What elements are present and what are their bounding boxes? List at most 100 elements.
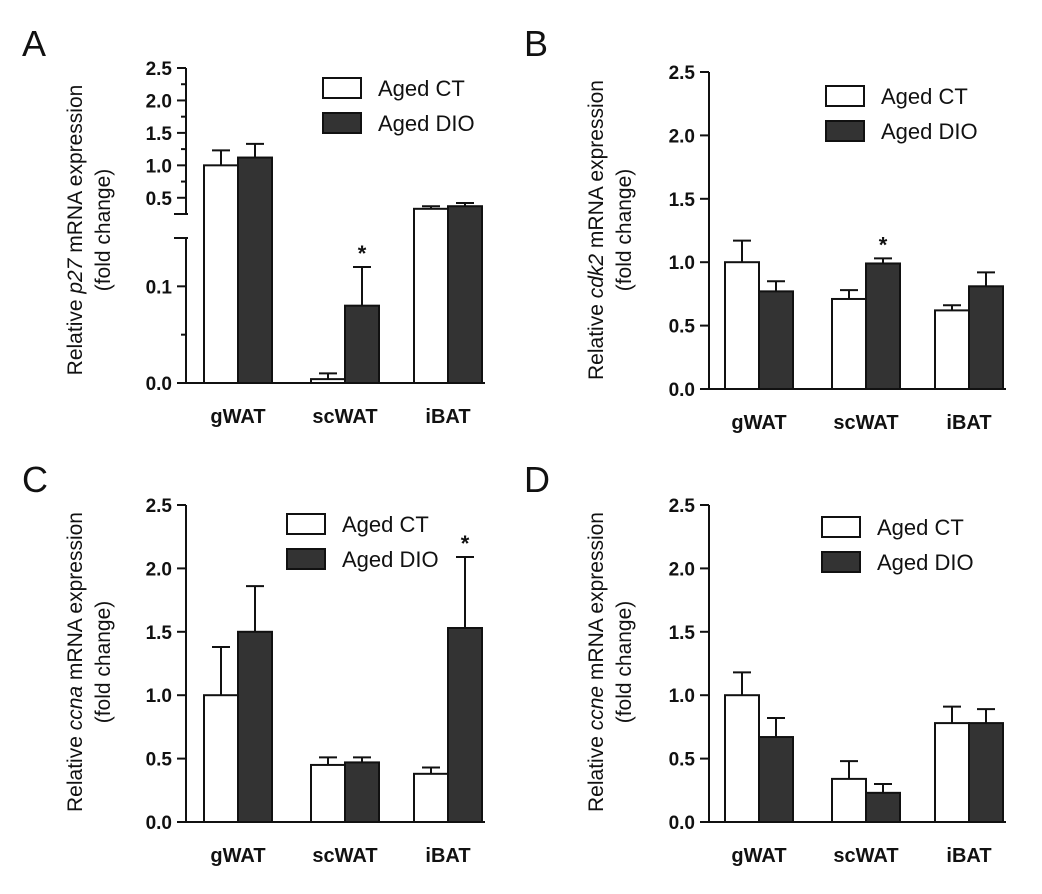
panel-C: C Relative ccna mRNA expression (fold chan…: [22, 459, 485, 867]
y-tick-label: 1.5: [146, 124, 173, 145]
bar-aged-dio-scwat: [865, 791, 901, 823]
legend-swatch-aged-ct: [286, 513, 326, 535]
y-tick-label: 2.0: [146, 559, 172, 580]
bar-aged-dio-gwat: [758, 290, 794, 391]
legend-label: Aged CT: [378, 76, 465, 101]
x-tick-label: scWAT: [312, 406, 377, 428]
legend-label: Aged DIO: [342, 547, 439, 572]
y-tick-label: 1.5: [669, 190, 696, 211]
legend-swatch-aged-dio: [821, 551, 861, 573]
bar-aged-ct-ibat: [934, 722, 970, 824]
y-axis-label-part: ccna: [64, 686, 87, 730]
bar-aged-ct-gwat: [203, 694, 239, 824]
bar-aged-dio-gwat: [758, 736, 794, 824]
legend-swatch-aged-ct: [825, 85, 865, 107]
bar-aged-ct-ibat: [934, 309, 970, 390]
y-tick-label: 2.0: [146, 91, 172, 112]
y-axis-label-part: ccne: [585, 686, 608, 730]
y-axis-label: Relative p27 mRNA expression: [64, 85, 87, 376]
legend-swatch-aged-ct: [821, 516, 861, 538]
x-tick-label: gWAT: [731, 412, 786, 434]
y-axis-label-line2: (fold change): [92, 169, 115, 292]
y-tick-label: 0.0: [146, 374, 172, 395]
bar-aged-dio-ibat: [968, 285, 1004, 390]
panel-D: D Relative ccne mRNA expression (fold chan…: [524, 459, 1006, 867]
x-tick-label: scWAT: [833, 845, 898, 867]
x-tick-label: iBAT: [946, 845, 991, 867]
bar-aged-ct-scwat: [831, 777, 867, 823]
panel-B: B Relative cdk2 mRNA expression (fold chan…: [524, 23, 1006, 434]
bar-aged-ct-ibat: [413, 772, 449, 823]
panel-letter-D: D: [524, 459, 550, 500]
legend-label: Aged CT: [881, 84, 968, 109]
y-tick-label: 0.0: [669, 380, 695, 401]
x-tick-label: iBAT: [425, 845, 470, 867]
panel-letter-B: B: [524, 23, 548, 64]
significance-star: *: [461, 531, 470, 556]
x-tick-label: scWAT: [312, 845, 377, 867]
bar-aged-ct-ibat: [413, 207, 449, 384]
legend-swatch-aged-dio: [825, 120, 865, 142]
y-axis-label-line2: (fold change): [613, 169, 636, 292]
panel-A: A Relative p27 mRNA expression (fold chang…: [22, 23, 485, 428]
y-axis-label-part: mRNA expression: [585, 80, 608, 254]
y-axis-label: Relative ccne mRNA expression: [585, 512, 608, 812]
panel-letter-C: C: [22, 459, 48, 500]
y-axis-label-part: cdk2: [585, 254, 608, 299]
y-axis-label-part: Relative: [64, 294, 87, 376]
y-axis-label: Relative cdk2 mRNA expression: [585, 80, 608, 380]
y-tick-label: 1.0: [146, 156, 172, 177]
bar-aged-dio-ibat: [447, 626, 483, 823]
x-tick-label: iBAT: [946, 412, 991, 434]
panel-letter-A: A: [22, 23, 46, 64]
significance-star: *: [879, 232, 888, 257]
x-tick-label: gWAT: [210, 845, 265, 867]
bar-aged-ct-gwat: [724, 694, 760, 824]
legend-swatch-aged-ct: [322, 77, 362, 99]
bar-aged-dio-scwat: [344, 761, 380, 823]
y-tick-label: 0.0: [146, 813, 172, 834]
bar-aged-dio-gwat: [237, 630, 273, 823]
y-tick-label: 1.5: [146, 623, 173, 644]
bar-aged-dio-ibat: [447, 205, 483, 384]
legend-label: Aged DIO: [881, 119, 978, 144]
y-axis-label-part: Relative: [585, 298, 608, 380]
bar-aged-dio-ibat: [968, 722, 1004, 824]
y-tick-label: 1.5: [669, 623, 696, 644]
y-tick-label: 2.5: [146, 59, 173, 80]
y-tick-label: 0.5: [669, 317, 696, 338]
significance-star: *: [358, 241, 367, 266]
bar-aged-dio-scwat: [865, 262, 901, 390]
y-axis-label-part: mRNA expression: [585, 512, 608, 686]
x-tick-label: gWAT: [731, 845, 786, 867]
y-tick-label: 1.0: [146, 686, 172, 707]
legend-label: Aged DIO: [877, 550, 974, 575]
x-tick-label: scWAT: [833, 412, 898, 434]
y-tick-label: 2.0: [669, 126, 695, 147]
y-tick-label: 2.0: [669, 559, 695, 580]
y-axis-label-part: p27: [64, 257, 87, 294]
legend-swatch-aged-dio: [286, 548, 326, 570]
y-axis-label-part: Relative: [64, 730, 87, 812]
y-tick-label: 0.5: [146, 750, 173, 771]
legend-label: Aged CT: [342, 512, 429, 537]
y-tick-label: 1.0: [669, 253, 695, 274]
y-tick-label: 0.5: [146, 189, 173, 210]
y-tick-label: 0.1: [146, 277, 173, 298]
bar-aged-dio-scwat: [344, 304, 380, 384]
bar-aged-dio-gwat: [237, 156, 273, 384]
y-tick-label: 0.5: [669, 750, 696, 771]
bar-aged-ct-scwat: [310, 378, 346, 384]
legend-label: Aged DIO: [378, 111, 475, 136]
y-axis-label-line2: (fold change): [613, 601, 636, 724]
y-tick-label: 2.5: [669, 496, 696, 517]
bar-aged-ct-gwat: [724, 261, 760, 391]
x-tick-label: iBAT: [425, 406, 470, 428]
x-tick-label: gWAT: [210, 406, 265, 428]
legend-swatch-aged-dio: [322, 112, 362, 134]
y-axis-label-part: mRNA expression: [64, 85, 87, 259]
y-tick-label: 1.0: [669, 686, 695, 707]
bar-aged-ct-gwat: [203, 164, 239, 384]
bar-aged-ct-scwat: [831, 297, 867, 390]
